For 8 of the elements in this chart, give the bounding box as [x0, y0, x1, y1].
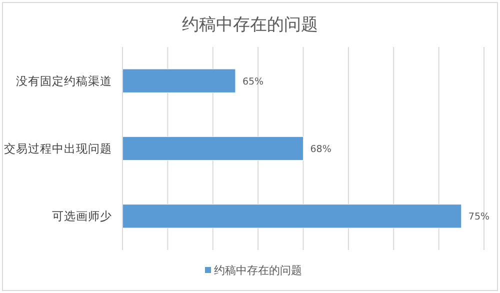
- y-tick-label: 可选画师少: [52, 209, 112, 224]
- legend-label: 约稿中存在的问题: [214, 264, 302, 277]
- chart-title: 约稿中存在的问题: [182, 15, 318, 35]
- y-tick-label: 交易过程中出现问题: [4, 142, 112, 156]
- data-label: 75%: [468, 212, 490, 223]
- data-label: 68%: [310, 144, 332, 155]
- data-label: 65%: [242, 76, 264, 88]
- y-tick-label: 没有固定约稿渠道: [16, 74, 112, 88]
